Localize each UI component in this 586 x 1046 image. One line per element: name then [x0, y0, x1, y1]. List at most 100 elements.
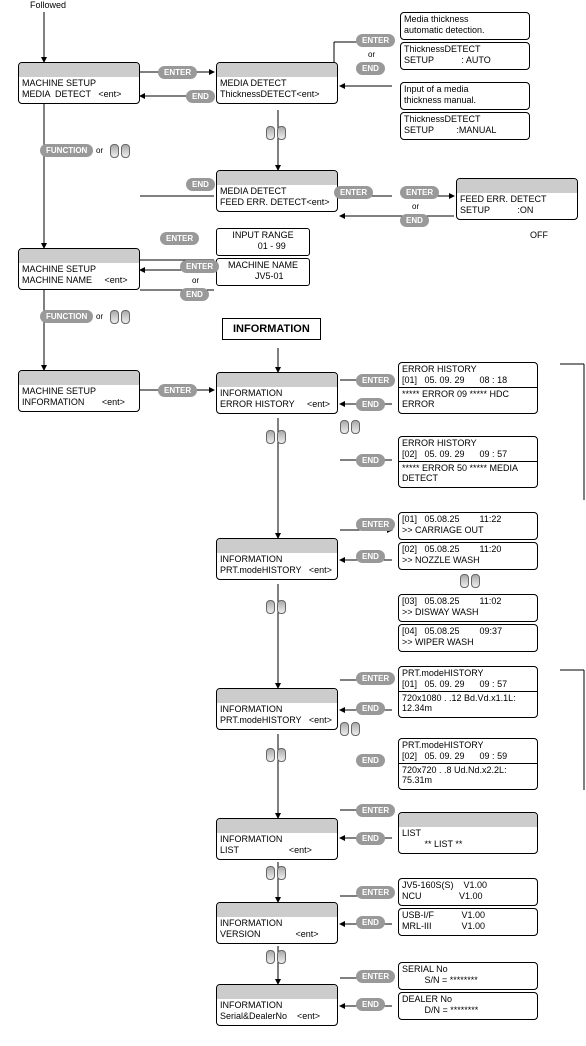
box-text: Media thickness automatic detection.: [401, 13, 529, 37]
box-feed-err-setup: FEED ERR. DETECT SETUP :ON: [456, 178, 578, 220]
box-text: ERROR HISTORY [02] 05. 09. 29 09 : 57: [399, 437, 537, 461]
box-text: MACHINE SETUP INFORMATION <ent>: [19, 385, 139, 409]
box-info-version: INFORMATION VERSION <ent>: [216, 902, 338, 944]
end-pill: END: [356, 998, 385, 1011]
box-text: ERROR HISTORY [01] 05. 09. 29 08 : 18: [399, 363, 537, 387]
box-text: MEDIA DETECT ThicknessDETECT<ent>: [217, 77, 337, 101]
or-label: or: [96, 312, 103, 321]
scroll-icon: [460, 574, 480, 588]
box-text: INFORMATION VERSION <ent>: [217, 917, 337, 941]
box-err-hist-2: ERROR HISTORY [02] 05. 09. 29 09 : 57 **…: [398, 436, 538, 488]
information-header: INFORMATION: [222, 318, 321, 340]
box-info-err-hist: INFORMATION ERROR HISTORY <ent>: [216, 372, 338, 414]
box-text: [04] 05.08.25 09:37 >> WIPER WASH: [399, 625, 537, 649]
scroll-icon: [266, 126, 286, 140]
box-machine-setup-media: MACHINE SETUP MEDIA DETECT <ent>: [18, 62, 140, 104]
enter-pill: ENTER: [356, 374, 395, 387]
box-text: INFORMATION LIST <ent>: [217, 833, 337, 857]
box-text: ***** ERROR 09 ***** HDC ERROR: [399, 387, 537, 410]
box-carriage-3: [03] 05.08.25 11:02 >> DISWAY WASH: [398, 594, 538, 622]
scroll-icon: [266, 866, 286, 880]
enter-pill: ENTER: [356, 886, 395, 899]
function-pill: FUNCTION: [40, 310, 93, 323]
end-pill: END: [356, 754, 385, 767]
box-info-prt-hist-1: INFORMATION PRT.modeHISTORY <ent>: [216, 538, 338, 580]
box-text: [02] 05.08.25 11:20 >> NOZZLE WASH: [399, 543, 537, 567]
end-pill: END: [186, 178, 215, 191]
box-text: [03] 05.08.25 11:02 >> DISWAY WASH: [399, 595, 537, 619]
box-media-detect-thick: MEDIA DETECT ThicknessDETECT<ent>: [216, 62, 338, 104]
end-pill: END: [356, 454, 385, 467]
box-text: USB-I/F V1.00 MRL-III V1.00: [399, 909, 537, 933]
enter-pill: ENTER: [158, 384, 197, 397]
box-thick-auto-setup: ThicknessDETECT SETUP : AUTO: [400, 42, 530, 70]
enter-pill: ENTER: [334, 186, 373, 199]
enter-pill: ENTER: [400, 186, 439, 199]
box-text: ThicknessDETECT SETUP :MANUAL: [401, 113, 529, 137]
scroll-icon: [266, 748, 286, 762]
scroll-icon: [110, 144, 130, 158]
or-label: or: [412, 202, 419, 211]
box-input-range: INPUT RANGE 01 - 99: [216, 228, 310, 256]
box-text: MACHINE SETUP MEDIA DETECT <ent>: [19, 77, 139, 101]
box-prt-mode-2: PRT.modeHISTORY [02] 05. 09. 29 09 : 59 …: [398, 738, 538, 790]
box-text: SERIAL No S/N = ********: [399, 963, 537, 987]
box-text: 720x720 . .8 Ud.Nd.x2.2L: 75.31m: [399, 763, 537, 786]
box-text: PRT.modeHISTORY [01] 05. 09. 29 09 : 57: [399, 667, 537, 691]
enter-pill: ENTER: [356, 804, 395, 817]
box-list: LIST ** LIST **: [398, 812, 538, 854]
box-text: JV5-160S(S) V1.00 NCU V1.00: [399, 879, 537, 903]
followed-label: Followed: [30, 0, 66, 10]
or-label: or: [96, 146, 103, 155]
box-ver-2: USB-I/F V1.00 MRL-III V1.00: [398, 908, 538, 936]
box-thick-manual-setup: ThicknessDETECT SETUP :MANUAL: [400, 112, 530, 140]
scroll-icon: [266, 430, 286, 444]
box-carriage-2: [02] 05.08.25 11:20 >> NOZZLE WASH: [398, 542, 538, 570]
enter-pill: ENTER: [356, 672, 395, 685]
or-label: or: [192, 276, 199, 285]
box-info-serial: INFORMATION Serial&DealerNo <ent>: [216, 984, 338, 1026]
box-thick-manual-note: Input of a media thickness manual.: [400, 82, 530, 110]
enter-pill: ENTER: [356, 34, 395, 47]
box-machine-setup-info: MACHINE SETUP INFORMATION <ent>: [18, 370, 140, 412]
box-text: PRT.modeHISTORY [02] 05. 09. 29 09 : 59: [399, 739, 537, 763]
box-text: INFORMATION ERROR HISTORY <ent>: [217, 387, 337, 411]
scroll-icon: [110, 310, 130, 324]
off-label: OFF: [530, 230, 548, 240]
box-text: MACHINE SETUP MACHINE NAME <ent>: [19, 263, 139, 287]
box-text: LIST ** LIST **: [399, 827, 537, 851]
enter-pill: ENTER: [160, 232, 199, 245]
scroll-icon: [340, 420, 360, 434]
or-label: or: [368, 50, 375, 59]
box-text: [01] 05.08.25 11:22 >> CARRIAGE OUT: [399, 513, 537, 537]
box-machine-name-val: MACHINE NAME JV5-01: [216, 258, 310, 286]
box-carriage-4: [04] 05.08.25 09:37 >> WIPER WASH: [398, 624, 538, 652]
box-machine-setup-name: MACHINE SETUP MACHINE NAME <ent>: [18, 248, 140, 290]
enter-pill: ENTER: [356, 970, 395, 983]
box-thick-auto-note: Media thickness automatic detection.: [400, 12, 530, 40]
box-text: MEDIA DETECT FEED ERR. DETECT<ent>: [217, 185, 337, 209]
box-text: INFORMATION PRT.modeHISTORY <ent>: [217, 553, 337, 577]
box-text: 720x1080 . .12 Bd.Vd.x1.1L: 12.34m: [399, 691, 537, 714]
box-text: INFORMATION PRT.modeHISTORY <ent>: [217, 703, 337, 727]
box-err-hist-1: ERROR HISTORY [01] 05. 09. 29 08 : 18 **…: [398, 362, 538, 414]
scroll-icon: [340, 722, 360, 736]
end-pill: END: [186, 90, 215, 103]
scroll-icon: [266, 950, 286, 964]
box-carriage-1: [01] 05.08.25 11:22 >> CARRIAGE OUT: [398, 512, 538, 540]
box-prt-mode-1: PRT.modeHISTORY [01] 05. 09. 29 09 : 57 …: [398, 666, 538, 718]
box-text: DEALER No D/N = ********: [399, 993, 537, 1017]
box-text: ThicknessDETECT SETUP : AUTO: [401, 43, 529, 67]
end-pill: END: [180, 288, 209, 301]
enter-pill: ENTER: [158, 66, 197, 79]
box-text: ***** ERROR 50 ***** MEDIA DETECT: [399, 461, 537, 484]
enter-pill: ENTER: [180, 260, 219, 273]
box-info-list: INFORMATION LIST <ent>: [216, 818, 338, 860]
box-text: FEED ERR. DETECT SETUP :ON: [457, 193, 577, 217]
end-pill: END: [356, 62, 385, 75]
end-pill: END: [356, 398, 385, 411]
enter-pill: ENTER: [356, 518, 395, 531]
scroll-icon: [266, 600, 286, 614]
end-pill: END: [356, 702, 385, 715]
box-text: INFORMATION Serial&DealerNo <ent>: [217, 999, 337, 1023]
